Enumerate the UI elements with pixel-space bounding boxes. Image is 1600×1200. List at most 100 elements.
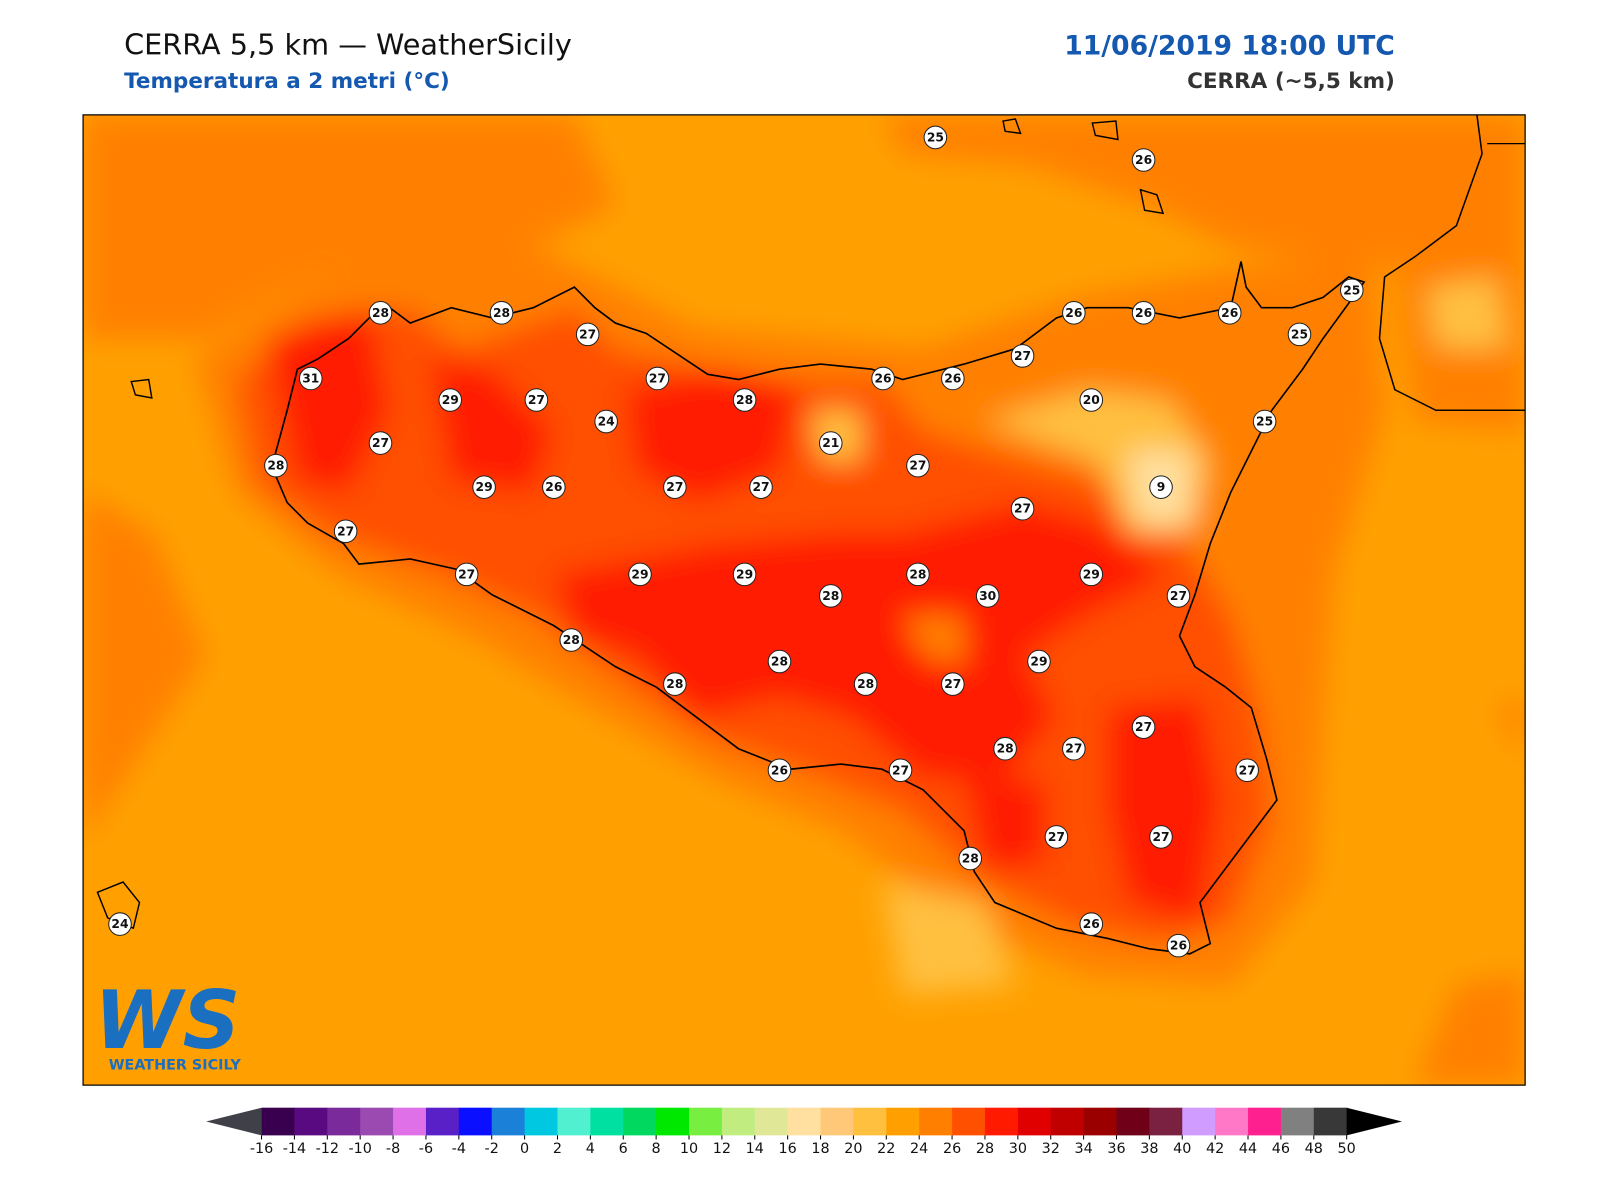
colorbar-tick-label: 10 xyxy=(680,1141,698,1157)
station-value: 28 xyxy=(909,567,926,581)
station-marker xyxy=(1062,736,1086,761)
colorbar-tick-label: 26 xyxy=(943,1141,961,1157)
station: 27 xyxy=(333,519,358,544)
colorbar-tick-label: 46 xyxy=(1272,1141,1290,1157)
station-marker xyxy=(1044,825,1069,849)
colorbar-bin xyxy=(491,1107,526,1136)
colorbar-tick-label: 40 xyxy=(1173,1141,1191,1157)
colorbar-tick-label: 22 xyxy=(877,1141,895,1157)
colorbar-bin xyxy=(1182,1107,1216,1136)
station-value: 28 xyxy=(736,393,753,407)
station-marker xyxy=(871,366,895,391)
station: 27 xyxy=(1010,344,1035,368)
station: 27 xyxy=(454,562,479,587)
station: 28 xyxy=(663,672,687,696)
station-marker xyxy=(767,758,792,783)
logo-mark: WS xyxy=(94,974,240,1067)
colorbar-tick-label: -2 xyxy=(485,1141,499,1157)
map-field xyxy=(83,114,1526,1086)
station: 26 xyxy=(542,475,566,499)
station-marker xyxy=(1079,388,1104,412)
station: 27 xyxy=(368,431,393,455)
colorbar-bin xyxy=(590,1107,624,1136)
station-value: 27 xyxy=(337,524,354,538)
station-marker xyxy=(1131,715,1156,739)
station-marker xyxy=(1010,496,1035,521)
colorbar-bin xyxy=(458,1107,493,1136)
station-value: 28 xyxy=(857,677,874,691)
station-marker xyxy=(368,431,393,455)
colorbar-tick-label: -16 xyxy=(250,1141,273,1157)
colorbar-bin xyxy=(1116,1107,1150,1136)
station: 26 xyxy=(1131,301,1156,325)
station-marker xyxy=(1166,584,1191,608)
station: 28 xyxy=(818,584,843,608)
station-value: 24 xyxy=(598,415,615,429)
station-marker xyxy=(906,453,930,478)
colorbar-tick-label: 0 xyxy=(520,1141,529,1157)
colorbar-bin xyxy=(425,1107,460,1136)
station: 26 xyxy=(1131,148,1156,172)
station-marker xyxy=(993,736,1017,761)
station-marker xyxy=(524,388,549,412)
colorbar-bin xyxy=(886,1107,920,1136)
colorbar-bin xyxy=(820,1107,854,1136)
station: 29 xyxy=(1027,649,1051,674)
station: 28 xyxy=(767,649,792,674)
colorbar-bin xyxy=(919,1107,953,1136)
station-marker xyxy=(108,912,132,936)
colorbar-tick-label: -14 xyxy=(283,1141,306,1157)
station-marker xyxy=(1235,758,1259,783)
station: 21 xyxy=(818,431,843,455)
colorbar-bin xyxy=(721,1107,756,1136)
station-marker xyxy=(645,366,670,391)
subtitle: Temperatura a 2 metri (°C) xyxy=(124,69,450,94)
station: 25 xyxy=(1339,278,1364,303)
colorbar-bin xyxy=(1248,1107,1282,1136)
colorbar-tick-label: 28 xyxy=(976,1141,994,1157)
colorbar-tick-label: 30 xyxy=(1009,1141,1027,1157)
station-value: 27 xyxy=(1152,830,1169,844)
colorbar-bin xyxy=(1149,1107,1183,1136)
station: 28 xyxy=(993,736,1017,761)
colorbar-bin xyxy=(787,1107,822,1136)
model: CERRA (~5,5 km) xyxy=(1187,69,1395,94)
station-marker xyxy=(853,672,878,696)
station: 28 xyxy=(732,388,757,412)
station: 29 xyxy=(1079,562,1104,587)
station-value: 27 xyxy=(944,677,961,691)
station-value: 28 xyxy=(563,633,580,647)
station-value: 25 xyxy=(1291,327,1308,341)
station-value: 27 xyxy=(579,327,596,341)
station-marker xyxy=(732,388,757,412)
station-marker xyxy=(575,322,600,347)
station: 27 xyxy=(1010,496,1035,521)
station: 26 xyxy=(1062,301,1086,325)
colorbar-bin xyxy=(1083,1107,1117,1136)
station-value: 26 xyxy=(875,371,892,385)
title: CERRA 5,5 km — WeatherSicily xyxy=(124,27,572,61)
station-value: 25 xyxy=(1343,283,1360,297)
station: 27 xyxy=(1149,825,1173,849)
logo-text: WEATHER SICILY xyxy=(109,1058,242,1074)
colorbar-tick-label: 36 xyxy=(1107,1141,1125,1157)
station-marker xyxy=(454,562,479,587)
station-value: 28 xyxy=(267,459,284,473)
colorbar-bin xyxy=(1215,1107,1249,1136)
colorbar-bin xyxy=(524,1107,558,1136)
colorbar-bin xyxy=(1050,1107,1085,1136)
colorbar-tick-label: -4 xyxy=(452,1141,466,1157)
station: 25 xyxy=(1287,322,1312,347)
station: 28 xyxy=(958,846,983,871)
station-value: 28 xyxy=(493,306,510,320)
station-marker xyxy=(663,672,687,696)
colorbar-tick-label: 48 xyxy=(1305,1141,1323,1157)
station-value: 29 xyxy=(736,567,753,581)
station: 29 xyxy=(438,388,463,412)
colorbar-bin xyxy=(1313,1107,1348,1136)
station-value: 26 xyxy=(1135,153,1152,167)
station-value: 29 xyxy=(631,567,648,581)
station: 26 xyxy=(1217,301,1242,325)
station-value: 28 xyxy=(962,851,979,865)
station-marker xyxy=(1287,322,1312,347)
